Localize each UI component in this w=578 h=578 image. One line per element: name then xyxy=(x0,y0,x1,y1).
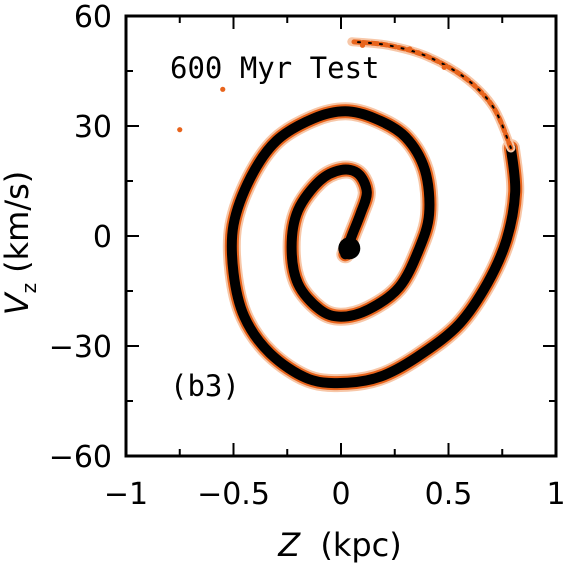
scatter-point xyxy=(415,50,421,56)
y-tick-label: −30 xyxy=(49,330,112,365)
spiral-center xyxy=(338,237,361,260)
y-tick-label: −60 xyxy=(49,440,112,475)
axis-ticks: −1 −0.5 0 0.5 1 −60 −30 0 30 60 xyxy=(49,0,566,512)
spiral-tail xyxy=(349,39,514,151)
data-layer xyxy=(177,37,525,393)
x-tick-label: 1 xyxy=(546,477,565,512)
scatter-point xyxy=(359,42,366,48)
scatter-point xyxy=(220,86,226,92)
y-axis-sub: z xyxy=(17,283,41,294)
panel-label: (b3) xyxy=(170,369,240,403)
x-axis-unit: (kpc) xyxy=(320,526,401,564)
spiral-core xyxy=(226,106,521,389)
x-tick-label: −0.5 xyxy=(197,477,270,512)
y-tick-label: 0 xyxy=(93,220,112,255)
scatter-point xyxy=(177,127,183,133)
y-axis-var: V xyxy=(0,291,36,315)
x-tick-label: 0 xyxy=(331,477,350,512)
spiral-edge xyxy=(224,104,523,391)
x-axis-var: Z xyxy=(277,526,301,564)
scatter-point xyxy=(441,64,447,70)
x-axis-title: Z (kpc) xyxy=(277,526,402,564)
scatter-point xyxy=(407,46,413,52)
y-tick-label: 30 xyxy=(74,110,112,145)
y-tick-label: 60 xyxy=(74,0,112,35)
svg-text:Vz(km/s): Vz (km/s) xyxy=(0,171,41,316)
y-axis-title: Vz (km/s) xyxy=(0,171,41,316)
y-axis-unit: (km/s) xyxy=(0,171,36,273)
run-annotation: 600 Myr Test xyxy=(170,51,380,85)
x-tick-label: 0.5 xyxy=(425,477,473,512)
x-tick-label: −1 xyxy=(104,477,148,512)
